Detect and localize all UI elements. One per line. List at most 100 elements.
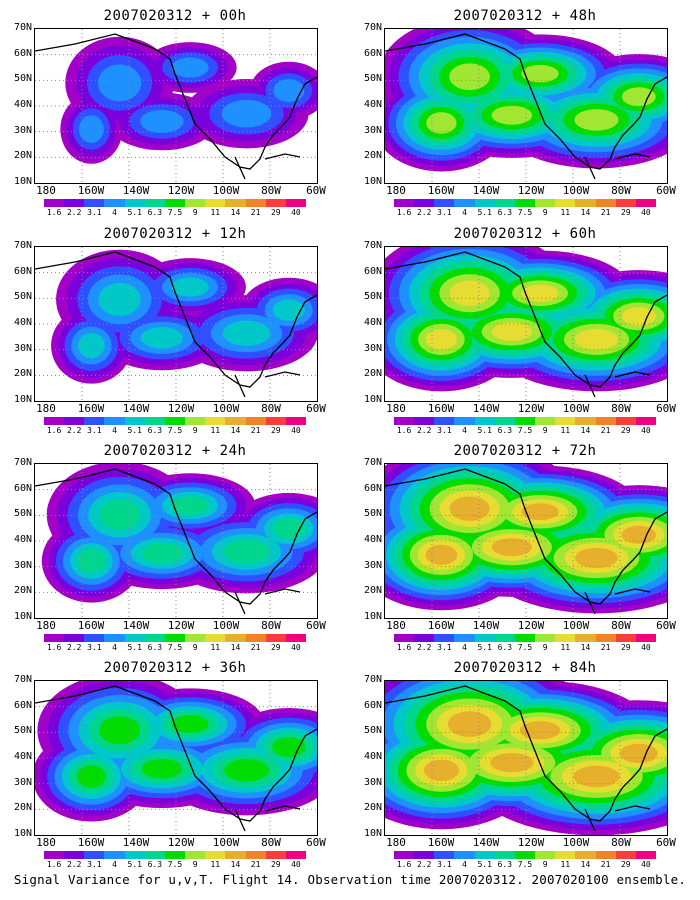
colorbar-label: 7.5 [167, 860, 183, 869]
colorbar-label: 7.5 [167, 426, 183, 435]
colorbar-swatch [205, 851, 226, 859]
latitude-label: 40N [13, 534, 32, 545]
longitude-label: 180 [36, 619, 56, 632]
latitude-label: 30N [13, 559, 32, 571]
colorbar-label: 21 [250, 643, 261, 652]
longitude-label: 100W [212, 184, 240, 197]
colorbar-label: 5.1 [127, 426, 142, 435]
colorbar-swatch [44, 417, 65, 425]
longitude-label: 80W [261, 836, 281, 849]
latitude-label: 40N [363, 534, 382, 545]
longitude-label: 180 [386, 402, 406, 415]
colorbar-label: 9 [542, 208, 548, 217]
colorbar-swatch [124, 199, 145, 207]
latitude-label: 60N [13, 699, 32, 711]
longitude-label: 160W [77, 184, 105, 197]
colorbar-label: 2.2 [66, 860, 82, 869]
colorbar-label: 6.3 [147, 643, 163, 652]
colorbar-swatch [474, 199, 495, 207]
latitude-label: 40N [13, 99, 32, 110]
latitude-label: 60N [13, 265, 32, 277]
colorbar-label: 11 [210, 426, 221, 435]
colorbar-label: 21 [600, 643, 611, 652]
latitude-label: 50N [363, 73, 382, 85]
longitude-label: 160W [427, 619, 455, 632]
colorbar-swatch [494, 634, 515, 642]
colorbar [394, 417, 657, 425]
panel-title: 2007020312 + 12h [103, 226, 247, 242]
contour-band [77, 277, 305, 359]
latitude-label: 50N [363, 508, 382, 520]
coastline [35, 468, 317, 615]
longitude-label: 80W [261, 402, 281, 415]
latitude-label: 30N [363, 776, 382, 788]
latitude-label: 60N [13, 47, 32, 59]
colorbar-swatch [44, 851, 65, 859]
colorbar-label: 7.5 [517, 860, 533, 869]
colorbar-swatch [144, 417, 165, 425]
colorbar-swatch [474, 851, 495, 859]
latitude-label: 20N [363, 585, 382, 597]
colorbar-swatch [555, 634, 576, 642]
colorbar-label: 14 [230, 208, 241, 217]
colorbar-label: 3.1 [437, 208, 452, 217]
variance-field [35, 29, 317, 183]
longitude-label: 100W [562, 619, 590, 632]
colorbar-label: 2.2 [66, 643, 82, 652]
colorbar-swatch [615, 417, 636, 425]
colorbar-label: 9 [192, 208, 198, 217]
colorbar-swatch [575, 417, 596, 425]
colorbar-swatch [144, 851, 165, 859]
latitude-label: 50N [363, 291, 382, 303]
colorbar-label: 2.2 [66, 208, 82, 217]
colorbar-label: 5.1 [127, 643, 142, 652]
colorbar-label: 1.6 [46, 426, 62, 435]
longitude-label: 160W [77, 836, 105, 849]
colorbar-label: 9 [192, 643, 198, 652]
longitude-label: 120W [167, 184, 195, 197]
latitude-label: 70N [13, 22, 32, 33]
contour-band [77, 496, 306, 573]
latitude-label: 30N [363, 559, 382, 571]
longitude-label: 180 [386, 184, 406, 197]
colorbar-swatch [454, 634, 475, 642]
coastline [35, 33, 317, 180]
longitude-label: 160W [77, 619, 105, 632]
colorbar-label: 29 [620, 426, 631, 435]
colorbar-swatch [265, 417, 286, 425]
colorbar-label: 21 [600, 426, 611, 435]
colorbar-label: 40 [641, 426, 651, 435]
colorbar-swatch [615, 199, 636, 207]
longitude-label: 100W [562, 402, 590, 415]
colorbar-label: 6.3 [147, 208, 163, 217]
colorbar [44, 417, 307, 425]
latitude-label: 70N [363, 457, 382, 468]
latitude-label: 20N [363, 368, 382, 380]
colorbar-swatch [64, 634, 85, 642]
colorbar-label: 1.6 [46, 860, 62, 869]
panel-title: 2007020312 + 24h [103, 443, 247, 459]
colorbar-label: 29 [620, 860, 631, 869]
colorbar-label: 2.2 [416, 860, 432, 869]
colorbar-label: 21 [600, 208, 611, 217]
colorbar-swatch [44, 634, 65, 642]
colorbar-swatch [414, 199, 435, 207]
latitude-label: 60N [363, 47, 382, 59]
latitude-label: 10N [13, 611, 32, 622]
colorbar-swatch [164, 417, 186, 425]
colorbar-label: 11 [560, 208, 571, 217]
variance-field [385, 29, 667, 183]
latitude-label: 20N [13, 150, 32, 162]
latitude-label: 40N [363, 751, 382, 762]
latitude-label: 70N [13, 674, 32, 685]
longitude-label: 140W [472, 184, 500, 197]
colorbar-label: 40 [641, 208, 651, 217]
latitude-label: 60N [363, 482, 382, 494]
colorbar-label: 6.3 [497, 860, 513, 869]
colorbar-label: 2.2 [66, 426, 82, 435]
forecast-map [34, 463, 318, 619]
colorbar-swatch [474, 634, 495, 642]
colorbar-swatch [615, 851, 636, 859]
colorbar-swatch [414, 634, 435, 642]
colorbar-swatch [595, 199, 616, 207]
